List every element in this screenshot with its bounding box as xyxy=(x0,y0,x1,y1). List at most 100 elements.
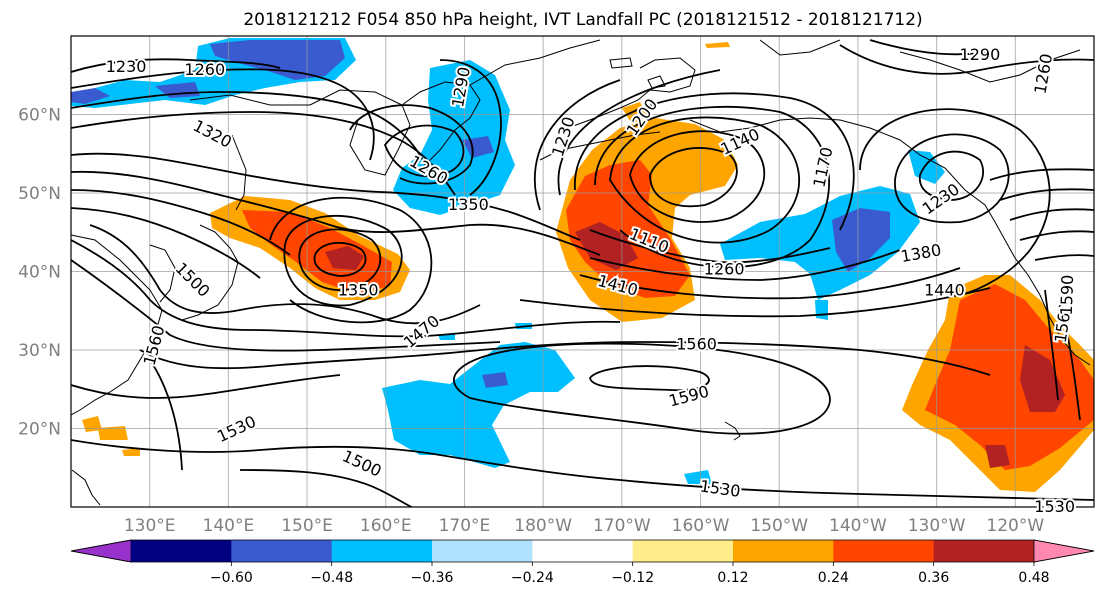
contour-label-text: 1350 xyxy=(338,281,379,300)
lon-tick-label: 150°E xyxy=(281,516,333,536)
shade-neg2-subtrop xyxy=(482,372,508,388)
coast-canada-north xyxy=(759,39,841,56)
colorbar-tick-label: 0.36 xyxy=(918,570,949,586)
lon-tick-label: 130°E xyxy=(124,516,176,536)
shade-pos3-westcoast2 xyxy=(985,445,1010,468)
colorbar-ticks: −0.60 −0.48 −0.36 −0.24 −0.12 0.12 0.24 0.36 0.4… xyxy=(210,562,1050,586)
shade-pos2-gulf xyxy=(566,160,690,298)
shade-neg2-nepac xyxy=(832,208,890,272)
colorbar-tick-label: −0.60 xyxy=(210,570,253,586)
coast-alaska-west xyxy=(567,57,696,129)
contour-label: 1230 xyxy=(104,55,149,78)
contour-ne-3 xyxy=(1009,208,1094,221)
shade-pos-west-small2 xyxy=(98,426,128,440)
contour-1320-nw xyxy=(71,111,456,196)
contour-ne-vert2 xyxy=(1044,289,1059,401)
coast-bc xyxy=(1004,239,1091,366)
map-area xyxy=(71,36,1094,507)
contour-ne-top2 xyxy=(869,39,1001,56)
lon-tick-label: 140°E xyxy=(203,516,255,536)
colorbar-segment xyxy=(231,540,333,562)
contour-label: 1290 xyxy=(958,43,1003,66)
shade-neg-nepac-top xyxy=(908,150,945,184)
coast-japan xyxy=(181,224,239,321)
contour-1290-okhotsk xyxy=(439,59,502,196)
contour-1410 xyxy=(71,189,291,256)
colorbar-tick-label: 0.48 xyxy=(1018,570,1049,586)
contour-label: 1560 xyxy=(674,333,719,356)
contour-gulf-1230 xyxy=(574,92,855,231)
shade-pos-west-small3 xyxy=(122,448,140,456)
contour-ne-2 xyxy=(999,188,1094,201)
contour-ne-top xyxy=(839,44,1094,75)
coast-bering-asia xyxy=(469,39,601,86)
contour-label-text: 1290 xyxy=(960,45,1001,64)
contour-bc-low1 xyxy=(918,150,985,201)
coast-islands-1 xyxy=(609,57,633,69)
contour-label: 1590 xyxy=(1055,272,1079,317)
contour-gulf-1170 xyxy=(609,116,801,244)
lon-tick-label: 140°W xyxy=(829,516,887,536)
contour-1470 xyxy=(89,224,481,325)
coast-islands-2 xyxy=(647,75,666,89)
colorbar-segment xyxy=(933,540,1035,562)
contour-ne-1 xyxy=(989,168,1094,181)
colorbar-tick-label: −0.48 xyxy=(310,570,353,586)
contour-1500 xyxy=(71,239,621,338)
colorbar-tick-label: 0.12 xyxy=(717,570,748,586)
contour-low-okhotsk xyxy=(383,124,465,178)
coast-alaska-south xyxy=(689,117,1006,241)
longitude-labels: 130°E 140°E 150°E 160°E 170°E 180°W 170°W 160°W… xyxy=(124,516,1045,536)
contour-gulf-1200 xyxy=(594,105,830,269)
contour-label-text: 1230 xyxy=(106,57,147,76)
lon-tick-label: 170°W xyxy=(593,516,651,536)
contour-gulf-1140 xyxy=(629,130,766,223)
shade-neg-small3 xyxy=(684,470,712,484)
contour-gulf-1260 xyxy=(557,69,721,196)
lat-tick-label: 50°N xyxy=(18,184,61,204)
colorbar-segment xyxy=(131,540,232,562)
contour-1290-nw xyxy=(71,91,431,176)
contour-label-text: 1560 xyxy=(676,335,717,354)
lat-tick-label: 60°N xyxy=(18,106,61,126)
contour-ne-vert xyxy=(1059,299,1081,421)
lat-tick-label: 20°N xyxy=(18,420,61,440)
coast-kamchatka xyxy=(401,81,481,166)
contour-label-text: 1260 xyxy=(704,259,745,278)
contour-label: 1260 xyxy=(182,58,227,81)
contour-label: 1440 xyxy=(922,279,967,302)
shade-pos3-westcoast xyxy=(1020,345,1065,412)
colorbar-extend-high xyxy=(1033,539,1095,563)
contour-1350 xyxy=(71,152,581,241)
shade-neg2-siberia xyxy=(210,40,345,80)
coast-philippines xyxy=(71,469,101,506)
contour-gulf-south4 xyxy=(519,287,991,318)
colorbar-segments xyxy=(70,539,1095,563)
shade-pos2-westcoast xyxy=(925,284,1094,470)
height-contours xyxy=(71,39,1094,507)
contour-label-text: 1260 xyxy=(184,60,225,79)
colorbar-outline xyxy=(70,539,1095,563)
colorbar-segment xyxy=(432,540,533,562)
coast-hawaii xyxy=(724,421,741,441)
contour-bc-trough xyxy=(859,108,1051,296)
contour-gulf-south3 xyxy=(579,267,961,300)
contour-gulf-south1 xyxy=(589,229,831,264)
colorbar-segment xyxy=(833,540,935,562)
shade-neg-nepac-small xyxy=(815,300,828,320)
contour-label-text: 1530 xyxy=(1034,497,1075,516)
contour-1500-south xyxy=(239,469,413,507)
contour-label: 1260 xyxy=(702,257,747,280)
contour-1590-ring xyxy=(589,365,710,392)
contour-1530-west xyxy=(149,359,183,471)
colorbar-segment xyxy=(733,540,834,562)
shade-neg2-left xyxy=(71,88,110,104)
contour-1530-north xyxy=(71,259,501,352)
colorbar-segment xyxy=(532,540,634,562)
contour-1230-nw xyxy=(71,58,281,73)
contour-jp-low1 xyxy=(313,241,367,277)
contour-gulf-south2 xyxy=(589,249,901,281)
map-frame xyxy=(70,35,1095,508)
